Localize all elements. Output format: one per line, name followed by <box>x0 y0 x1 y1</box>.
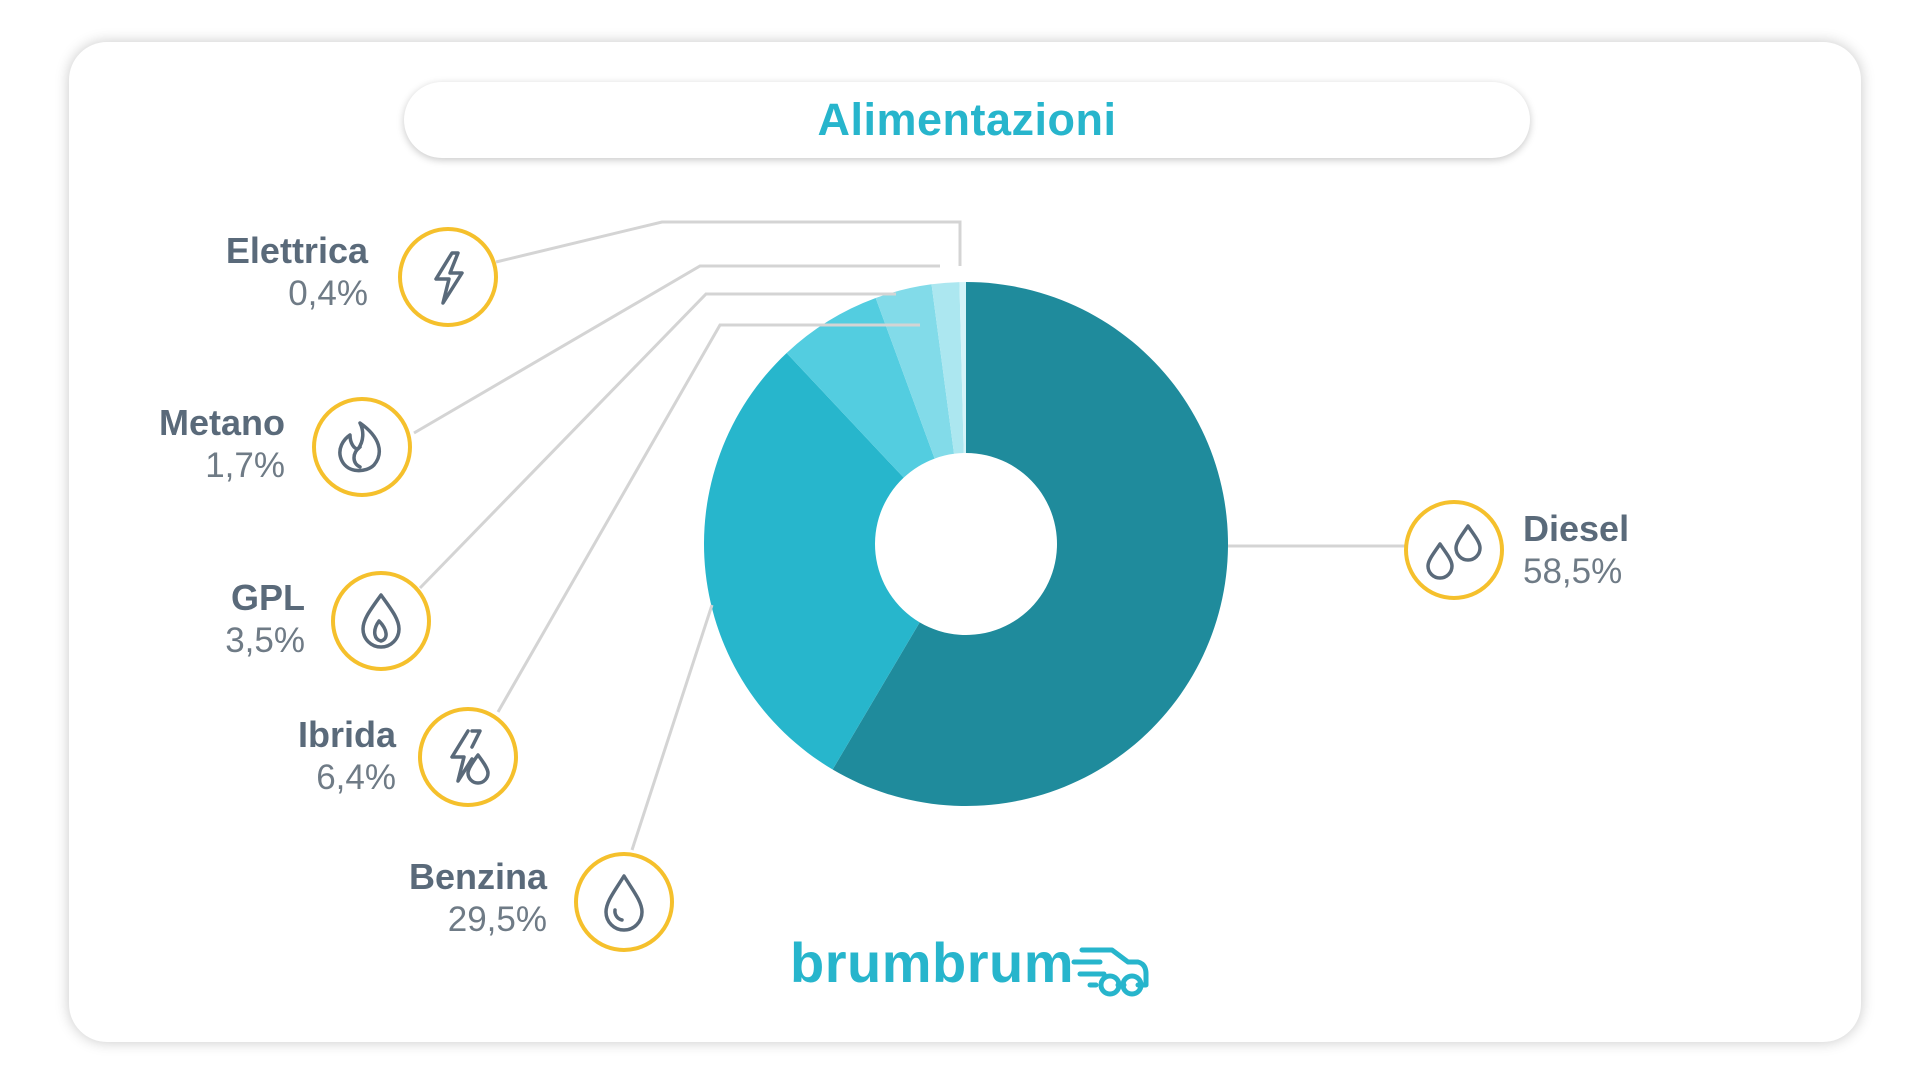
slice-ibrida <box>786 298 935 478</box>
double-drop-icon <box>1404 500 1504 600</box>
slice-metano <box>931 282 964 454</box>
flame-drop-icon <box>331 571 431 671</box>
label-elettrica: Elettrica 0,4% <box>168 232 368 313</box>
slice-name: Diesel <box>1523 508 1630 549</box>
slice-value: 29,5% <box>447 899 547 939</box>
label-benzina: Benzina 29,5% <box>347 858 547 939</box>
slice-value: 3,5% <box>225 620 305 660</box>
label-ibrida: Ibrida 6,4% <box>196 716 396 797</box>
fire-icon <box>312 397 412 497</box>
slice-elettrica <box>959 282 966 454</box>
slice-name: Ibrida <box>297 714 396 755</box>
bolt-drop-icon <box>418 707 518 807</box>
title-pill: Alimentazioni <box>404 82 1530 158</box>
bolt-icon <box>398 227 498 327</box>
slice-value: 1,7% <box>205 445 285 485</box>
slice-value: 58,5% <box>1523 551 1623 591</box>
connector-lines <box>413 220 1414 851</box>
slice-name: Benzina <box>408 856 547 897</box>
slice-value: 0,4% <box>288 273 368 313</box>
slice-name: Elettrica <box>225 230 368 271</box>
label-diesel: Diesel 58,5% <box>1523 510 1723 591</box>
connector-benzina <box>630 604 714 851</box>
chart-title: Alimentazioni <box>817 94 1117 145</box>
slice-diesel <box>832 282 1228 806</box>
slice-value: 6,4% <box>316 757 396 797</box>
drop-icon <box>574 852 674 952</box>
connector-elettrica <box>495 220 962 266</box>
label-metano: Metano 1,7% <box>85 404 285 485</box>
connector-ibrida <box>496 323 920 713</box>
infographic-card <box>69 42 1861 1042</box>
brand-logo-text: brumbrum <box>790 931 1074 994</box>
slice-name: Metano <box>159 402 285 443</box>
slice-benzina <box>704 353 920 770</box>
connector-metano <box>413 264 940 435</box>
connector-gpl <box>418 292 896 590</box>
slice-gpl <box>875 284 955 459</box>
label-gpl: GPL 3,5% <box>105 579 305 660</box>
slice-name: GPL <box>230 577 305 618</box>
